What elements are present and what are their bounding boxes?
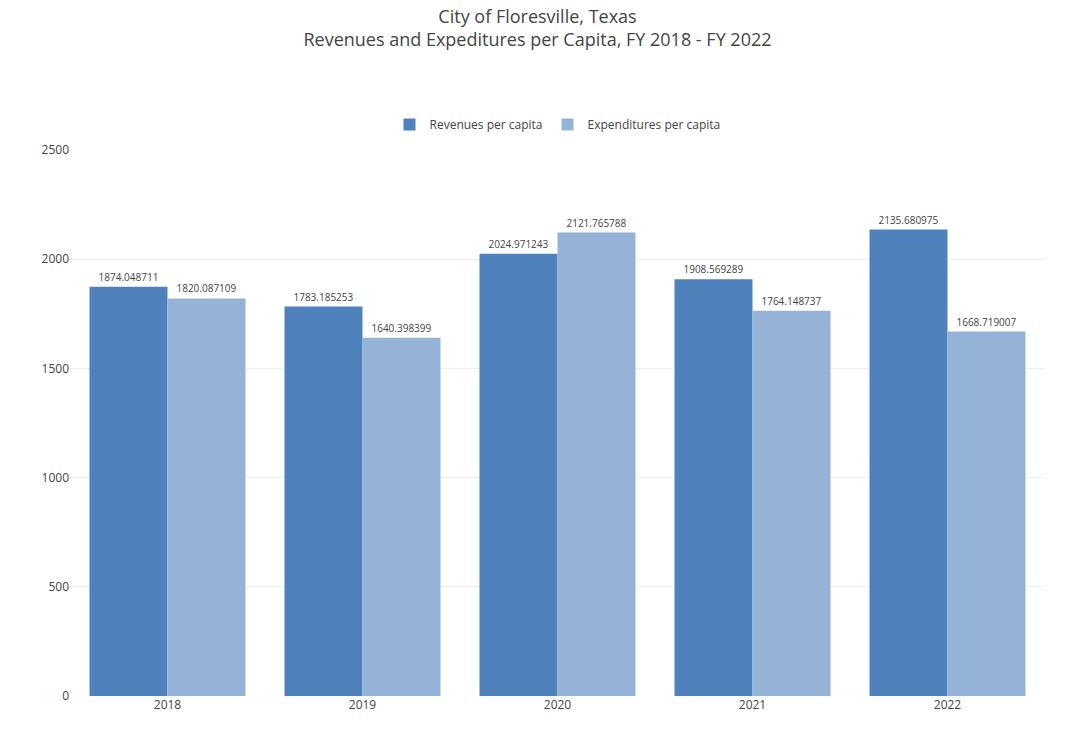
svg-text:2000: 2000 bbox=[42, 250, 70, 267]
svg-text:2019: 2019 bbox=[349, 696, 377, 713]
svg-text:1764.148737: 1764.148737 bbox=[761, 294, 821, 308]
svg-text:Expenditures per capita: Expenditures per capita bbox=[588, 116, 721, 133]
svg-text:2024.971243: 2024.971243 bbox=[488, 237, 548, 251]
svg-text:1783.185253: 1783.185253 bbox=[293, 290, 353, 304]
svg-text:2500: 2500 bbox=[42, 141, 70, 158]
svg-text:500: 500 bbox=[48, 578, 69, 595]
svg-text:1668.719007: 1668.719007 bbox=[956, 315, 1016, 329]
svg-text:Revenues per capita: Revenues per capita bbox=[430, 116, 543, 133]
svg-text:0: 0 bbox=[62, 687, 69, 704]
svg-text:1000: 1000 bbox=[42, 469, 70, 486]
svg-text:2021: 2021 bbox=[739, 696, 766, 713]
svg-text:1500: 1500 bbox=[42, 360, 70, 377]
svg-text:2121.765788: 2121.765788 bbox=[566, 216, 626, 230]
svg-text:1820.087109: 1820.087109 bbox=[176, 281, 236, 295]
svg-text:2135.680975: 2135.680975 bbox=[878, 213, 938, 227]
svg-text:2020: 2020 bbox=[544, 696, 572, 713]
svg-text:1640.398399: 1640.398399 bbox=[371, 321, 431, 335]
svg-text:1908.569289: 1908.569289 bbox=[683, 262, 743, 276]
svg-text:City of Floresville, TexasReve: City of Floresville, TexasRevenues and E… bbox=[303, 4, 771, 51]
svg-text:1874.048711: 1874.048711 bbox=[99, 270, 159, 284]
svg-text:2018: 2018 bbox=[154, 696, 182, 713]
svg-text:2022: 2022 bbox=[934, 696, 962, 713]
